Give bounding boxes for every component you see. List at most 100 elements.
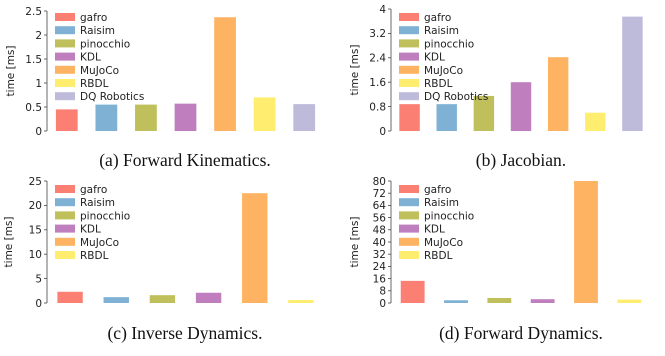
legend-label: pinocchio — [424, 210, 474, 222]
legend-swatch-kdl — [399, 224, 419, 233]
bar-kdl — [510, 82, 532, 131]
bar-pinocchio — [135, 104, 157, 131]
y-tick-label: 20 — [29, 200, 42, 212]
legend-swatch-raisim — [399, 26, 419, 35]
bar-raisim — [95, 104, 118, 131]
y-tick-label: 32 — [373, 249, 386, 261]
bar-pinocchio — [149, 295, 176, 303]
legend-label: KDL — [80, 224, 101, 236]
legend-swatch-gafro — [55, 13, 75, 21]
y-tick-label: 2.5 — [25, 6, 42, 18]
legend-label: DQ Robotics — [424, 91, 488, 103]
bar-kdl — [174, 103, 197, 131]
bar-mujoco — [547, 57, 569, 131]
y-tick-label: 4 — [379, 4, 386, 16]
legend-swatch-raisim — [399, 198, 419, 207]
y-tick-label: 0 — [35, 126, 42, 138]
legend-label: MuJoCo — [424, 65, 463, 77]
chart-caption: (a) Forward Kinematics. — [99, 150, 271, 170]
legend-label: KDL — [424, 224, 445, 236]
y-tick-label: 1.6 — [369, 77, 386, 89]
y-tick-label: 16 — [373, 273, 387, 285]
bar-mujoco — [242, 193, 268, 303]
legend-label: pinocchio — [80, 210, 130, 222]
chart-panel-0: 0 0.5 1 1.5 2 2.5 time [ms] gafroRaisimpinocchi… — [5, 6, 316, 170]
y-tick-label: 3.2 — [369, 28, 386, 40]
y-tick-label: 2.4 — [369, 53, 386, 65]
y-tick-label: 48 — [373, 225, 386, 237]
bar-rbdl — [288, 300, 314, 303]
y-tick-label: 64 — [373, 200, 387, 212]
bar-rbdl — [253, 97, 276, 131]
bar-dq-robotics — [293, 104, 316, 131]
legend-label: RBDL — [424, 250, 453, 262]
y-tick-label: 1.5 — [25, 54, 42, 66]
chart-panel-1: 0 0.8 1.6 2.4 3.2 4 time [ms] gafroRaisimpinocc… — [349, 4, 643, 170]
bar-gafro — [399, 104, 420, 131]
legend-swatch-kdl — [55, 52, 75, 61]
bar-mujoco — [214, 17, 236, 132]
bar-gafro — [55, 109, 78, 131]
legend-swatch-gafro — [399, 13, 419, 21]
bar-kdl — [530, 299, 555, 303]
legend-label: gafro — [424, 12, 451, 24]
legend-swatch-mujoco — [399, 65, 419, 74]
bar-gafro — [400, 280, 425, 303]
legend-label: RBDL — [80, 250, 109, 262]
legend-swatch-pinocchio — [55, 211, 75, 220]
legend-swatch-rbdl — [55, 79, 75, 87]
y-tick-label: 80 — [373, 176, 386, 188]
bar-rbdl — [617, 299, 642, 303]
legend-swatch-rbdl — [399, 79, 419, 87]
legend-label: gafro — [80, 12, 107, 24]
y-tick-label: 40 — [373, 237, 386, 249]
legend-swatch-dq-robotics — [399, 92, 419, 101]
legend-label: gafro — [80, 184, 107, 196]
y-axis-label: time [ms] — [5, 46, 17, 97]
legend-swatch-gafro — [399, 185, 419, 193]
legend-label: MuJoCo — [80, 65, 119, 77]
y-tick-label: 15 — [29, 225, 42, 237]
bar-pinocchio — [473, 95, 495, 131]
chart-caption: (d) Forward Dynamics. — [439, 323, 603, 343]
y-tick-label: 1 — [35, 78, 42, 90]
legend-swatch-mujoco — [399, 237, 419, 246]
bar-kdl — [195, 292, 222, 303]
legend-label: MuJoCo — [80, 237, 119, 249]
legend-label: RBDL — [80, 78, 109, 90]
legend-swatch-pinocchio — [399, 39, 419, 48]
legend-label: Raisim — [424, 197, 459, 209]
bar-raisim — [103, 297, 129, 303]
y-axis-label: time [ms] — [349, 217, 361, 268]
y-tick-label: 0 — [35, 298, 42, 310]
legend-label: Raisim — [80, 25, 115, 37]
bar-pinocchio — [487, 297, 512, 303]
legend-label: Raisim — [424, 25, 459, 37]
bar-dq-robotics — [622, 16, 643, 131]
legend-label: KDL — [80, 52, 101, 64]
y-tick-label: 10 — [29, 249, 42, 261]
y-tick-label: 8 — [379, 286, 386, 298]
legend-swatch-pinocchio — [399, 211, 419, 220]
legend-label: KDL — [424, 52, 445, 64]
legend-swatch-gafro — [55, 185, 75, 193]
legend-label: Raisim — [80, 197, 115, 209]
y-tick-label: 25 — [29, 176, 42, 188]
legend-swatch-rbdl — [399, 251, 419, 259]
legend-label: pinocchio — [424, 38, 474, 50]
legend-swatch-dq-robotics — [55, 92, 75, 101]
legend-swatch-mujoco — [55, 65, 75, 74]
y-tick-label: 2 — [35, 30, 42, 42]
y-tick-label: 0 — [379, 126, 386, 138]
y-axis-label: time [ms] — [349, 45, 361, 96]
chart-caption: (b) Jacobian. — [476, 150, 566, 170]
legend-swatch-mujoco — [55, 237, 75, 246]
bar-gafro — [57, 291, 83, 303]
legend-label: gafro — [424, 184, 451, 196]
bar-raisim — [444, 300, 468, 303]
y-axis-label: time [ms] — [3, 217, 15, 268]
bar-mujoco — [574, 181, 598, 303]
